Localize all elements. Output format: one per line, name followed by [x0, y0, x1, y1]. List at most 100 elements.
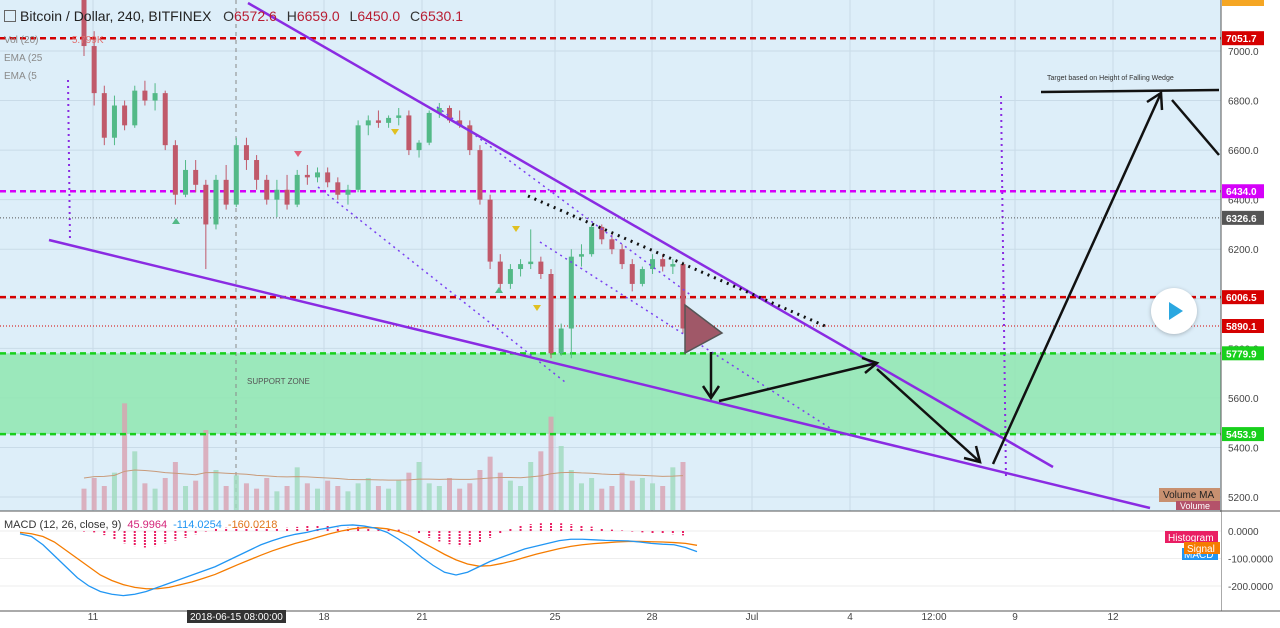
high-value: 6659.0 [296, 8, 340, 24]
volume-bar-38 [467, 483, 473, 510]
arrow-down-short-head [701, 385, 721, 401]
volume-bar-12 [203, 430, 209, 510]
volume-bar-50 [589, 478, 595, 510]
level-tag-label-0: 7051.7 [1226, 34, 1257, 45]
macd-signal-line [19, 527, 698, 590]
macd-legend-signal: Signal [1187, 544, 1215, 555]
time-label-1: 18 [318, 612, 330, 623]
candle-body-11 [193, 169, 199, 185]
price-scale[interactable] [1221, 0, 1280, 511]
volume-bar-29 [375, 486, 381, 510]
time-label-8: 9 [1012, 612, 1018, 623]
candle-body-42 [507, 269, 513, 284]
resistance-dotted [527, 194, 826, 328]
volume-bar-44 [528, 462, 534, 510]
close-label: C [410, 8, 421, 24]
candle-body-22 [304, 174, 310, 178]
target-label: Target based on Height of Falling Wedge [1047, 75, 1174, 82]
time-label-6: 4 [847, 612, 853, 623]
candle-body-35 [436, 107, 442, 113]
candle-body-14 [223, 179, 229, 205]
macd-signal-value: -160.0218 [227, 519, 278, 531]
volume-bar-57 [660, 486, 666, 510]
volume-bar-34 [426, 483, 432, 510]
level-tag-4 [1222, 319, 1264, 334]
macd-header[interactable]: MACD (12, 26, close, 9) 45.9964 -114.0254-… [4, 519, 277, 531]
macd-legend-histogram: Histogram [1168, 533, 1214, 544]
candle-body-50 [589, 226, 595, 255]
target-line [1040, 88, 1220, 94]
support-zone [0, 353, 1221, 435]
volume-bar-3 [111, 472, 117, 510]
play-icon [1169, 302, 1183, 320]
volume-bar-26 [345, 491, 351, 510]
volume-bar-1 [91, 478, 97, 510]
time-label-9: 12 [1107, 612, 1119, 623]
ema-indicator-1[interactable]: EMA (25 [4, 53, 43, 64]
marker-down-2 [391, 129, 399, 135]
candle-body-41 [497, 261, 503, 284]
candle-body-12 [203, 184, 209, 225]
macd-grid [0, 530, 1221, 587]
volume-bar-20 [284, 486, 290, 510]
macd-line-value: -114.0254 [173, 519, 222, 531]
volume-bar-51 [599, 488, 605, 510]
price-tick-7: 6600.0 [1228, 146, 1259, 157]
price-tick-9: 7000.0 [1228, 47, 1259, 58]
volume-bar-33 [416, 462, 422, 510]
volume-bar-16 [243, 483, 249, 510]
level-tag-label-1: 6434.0 [1226, 187, 1257, 198]
candle-body-21 [294, 174, 300, 205]
candle-body-59 [680, 264, 686, 329]
price-tick-5: 6200.0 [1228, 245, 1259, 256]
marker-up-2 [495, 287, 503, 293]
volume-bar-25 [335, 486, 341, 510]
marker-up-1 [172, 218, 180, 224]
macd-tick-labels: 0.0000 -100.0000 -200.0000 [1228, 527, 1273, 593]
ema-indicator-2[interactable]: EMA (5 [4, 71, 37, 82]
candle-body-43 [518, 264, 524, 270]
volume-bar-36 [446, 478, 452, 510]
volume-bar-2 [101, 486, 107, 510]
candle-body-27 [355, 125, 361, 190]
volume-bar-55 [639, 478, 645, 510]
macd-legend-signal-box [1184, 542, 1220, 554]
candle-body-52 [609, 239, 615, 250]
candle-body-58 [670, 264, 676, 267]
volume-bar-41 [497, 472, 503, 510]
volume-indicator-label[interactable]: Vol (20) 5.799K [4, 35, 104, 46]
candle-body-46 [548, 274, 554, 354]
time-axis[interactable] [0, 611, 1280, 623]
volume-bars [81, 403, 686, 510]
volume-bar-15 [233, 475, 239, 510]
time-axis-labels: 11 18 21 25 28 Jul 4 12:00 9 12 [88, 612, 1119, 623]
volume-ma-legend-box [1159, 488, 1220, 502]
volume-bar-39 [477, 470, 483, 510]
play-button[interactable] [1151, 288, 1197, 334]
candle-body-20 [284, 189, 290, 205]
volume-bar-43 [518, 486, 524, 510]
arrow-down-to-support [876, 368, 981, 463]
candle-body-5 [132, 90, 138, 126]
candle-body-2 [101, 93, 107, 138]
time-label-4: 28 [646, 612, 658, 623]
candle-body-30 [386, 117, 392, 123]
marker-down-4 [533, 305, 541, 311]
symbol-title[interactable]: Bitcoin / Dollar, 240, BITFINEX [20, 8, 212, 24]
level-tag-label-5: 5779.9 [1226, 349, 1257, 360]
pennant-triangle [684, 303, 724, 355]
volume-indicator-value: 5.799K [71, 35, 104, 46]
candle-body-23 [315, 172, 321, 178]
candle-body-36 [446, 107, 452, 121]
macd-tick-0: 0.0000 [1228, 527, 1259, 538]
macd-tick-2: -200.0000 [1228, 582, 1273, 593]
candle-body-17 [254, 160, 260, 180]
channel-dotted-1 [317, 186, 566, 383]
macd-legend: Histogram MACD Signal [1165, 531, 1220, 561]
candle-body-47 [558, 328, 564, 354]
collapse-icon[interactable] [4, 10, 16, 22]
price-tick-6: 6400.0 [1228, 196, 1259, 207]
low-value: 6450.0 [357, 8, 401, 24]
